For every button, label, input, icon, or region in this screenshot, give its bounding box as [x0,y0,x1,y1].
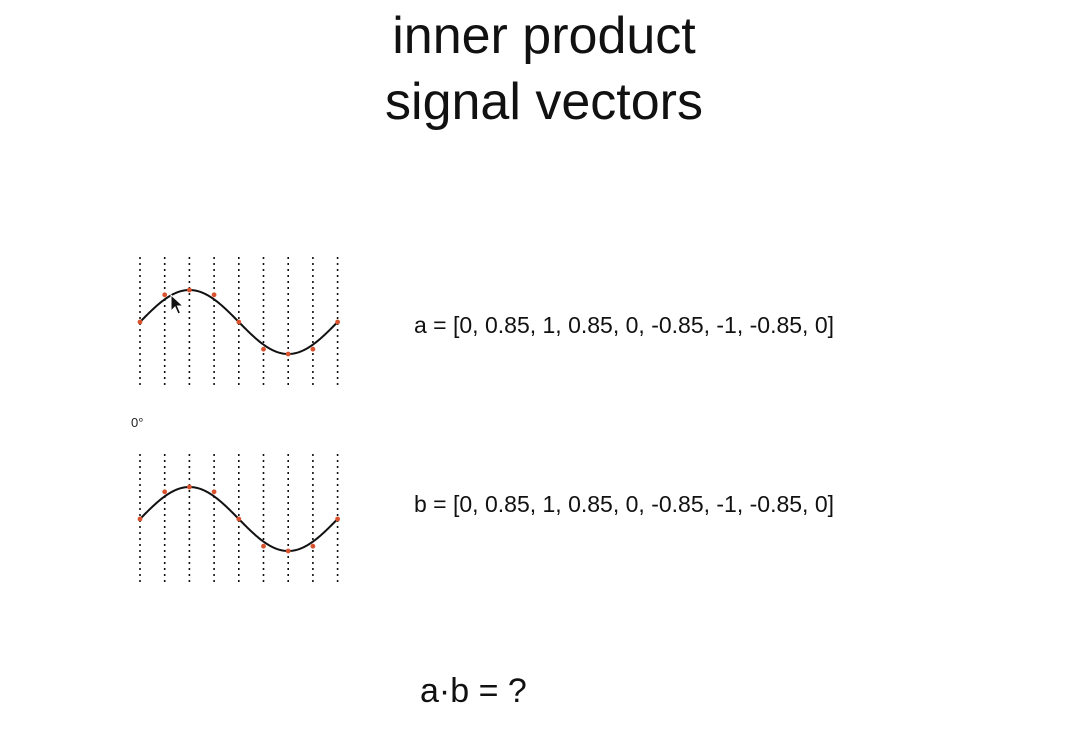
sample-point-3 [211,489,217,495]
sample-point-5 [261,346,266,352]
sample-point-4 [236,516,242,522]
sample-point-1 [162,292,168,298]
signal-plot-a [137,257,340,387]
vector-b-label: b = [0, 0.85, 1, 0.85, 0, -0.85, -1, -0.… [414,491,835,517]
mouse-cursor-icon [170,294,184,315]
sample-point-6 [285,548,291,554]
dot-product-question: a·b = ? [420,672,527,710]
sample-point-0 [137,319,143,325]
sample-point-6 [285,351,291,357]
sample-point-2 [187,287,192,293]
sample-point-7 [310,346,316,352]
sample-point-7 [310,543,316,549]
title-line-2: signal vectors [385,73,703,131]
sample-point-4 [236,319,242,325]
sample-point-1 [162,489,168,495]
sample-point-2 [187,484,192,490]
sample-point-0 [137,516,143,522]
sample-point-8 [335,319,340,325]
title-line-1: inner product [392,7,696,65]
phase-label: 0° [131,415,144,430]
vector-a-label: a = [0, 0.85, 1, 0.85, 0, -0.85, -1, -0.… [414,312,835,338]
signal-plot-b [137,454,340,584]
sample-point-8 [335,516,340,522]
sample-point-3 [211,292,217,298]
sample-point-5 [261,543,266,549]
